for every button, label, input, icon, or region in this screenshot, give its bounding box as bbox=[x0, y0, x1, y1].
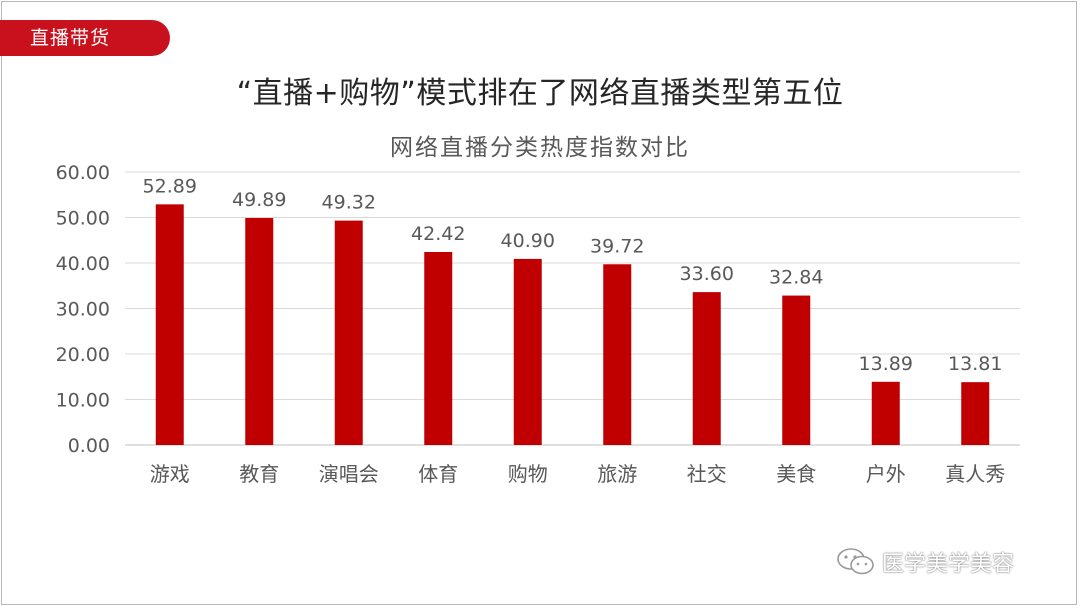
data-label: 32.84 bbox=[769, 267, 823, 289]
y-tick-label: 30.00 bbox=[56, 299, 110, 321]
data-label: 13.89 bbox=[859, 353, 913, 375]
watermark: 医学美学美容 bbox=[836, 544, 1014, 580]
x-tick-label: 购物 bbox=[508, 462, 548, 486]
y-tick-label: 10.00 bbox=[56, 390, 110, 412]
bar bbox=[245, 218, 274, 445]
x-tick-label: 美食 bbox=[776, 462, 816, 486]
data-label: 13.81 bbox=[948, 353, 1002, 375]
bar bbox=[513, 258, 542, 445]
bar bbox=[603, 264, 632, 445]
y-tick-label: 60.00 bbox=[56, 162, 110, 184]
section-tag: 直播带货 bbox=[0, 20, 170, 56]
bar bbox=[334, 220, 363, 445]
bar bbox=[871, 381, 900, 445]
slide-headline: “直播+购物”模式排在了网络直播类型第五位 bbox=[236, 76, 844, 111]
y-tick-label: 50.00 bbox=[56, 208, 110, 230]
bar bbox=[155, 204, 184, 445]
y-tick-label: 20.00 bbox=[56, 344, 110, 366]
bar bbox=[782, 295, 811, 445]
bar bbox=[424, 251, 453, 445]
y-tick-label: 0.00 bbox=[68, 435, 110, 457]
x-tick-label: 教育 bbox=[239, 462, 279, 486]
x-tick-label: 户外 bbox=[866, 462, 906, 486]
data-label: 49.32 bbox=[322, 192, 376, 214]
x-tick-label: 演唱会 bbox=[319, 462, 379, 486]
bar bbox=[692, 292, 721, 445]
chart-title: 网络直播分类热度指数对比 bbox=[390, 135, 690, 161]
data-label: 49.89 bbox=[232, 189, 286, 211]
x-tick-label: 社交 bbox=[687, 462, 727, 486]
y-tick-label: 40.00 bbox=[56, 253, 110, 275]
data-label: 33.60 bbox=[680, 263, 734, 285]
x-tick-label: 体育 bbox=[418, 462, 458, 486]
data-label: 40.90 bbox=[501, 230, 555, 252]
x-tick-label: 游戏 bbox=[150, 462, 190, 486]
data-label: 52.89 bbox=[143, 175, 197, 197]
wechat-icon bbox=[837, 548, 874, 575]
x-tick-label: 真人秀 bbox=[945, 462, 1005, 486]
watermark-text: 医学美学美容 bbox=[882, 552, 1015, 577]
data-label: 39.72 bbox=[590, 235, 644, 257]
data-label: 42.42 bbox=[411, 223, 465, 245]
x-tick-label: 旅游 bbox=[597, 462, 637, 486]
bar bbox=[961, 382, 990, 445]
